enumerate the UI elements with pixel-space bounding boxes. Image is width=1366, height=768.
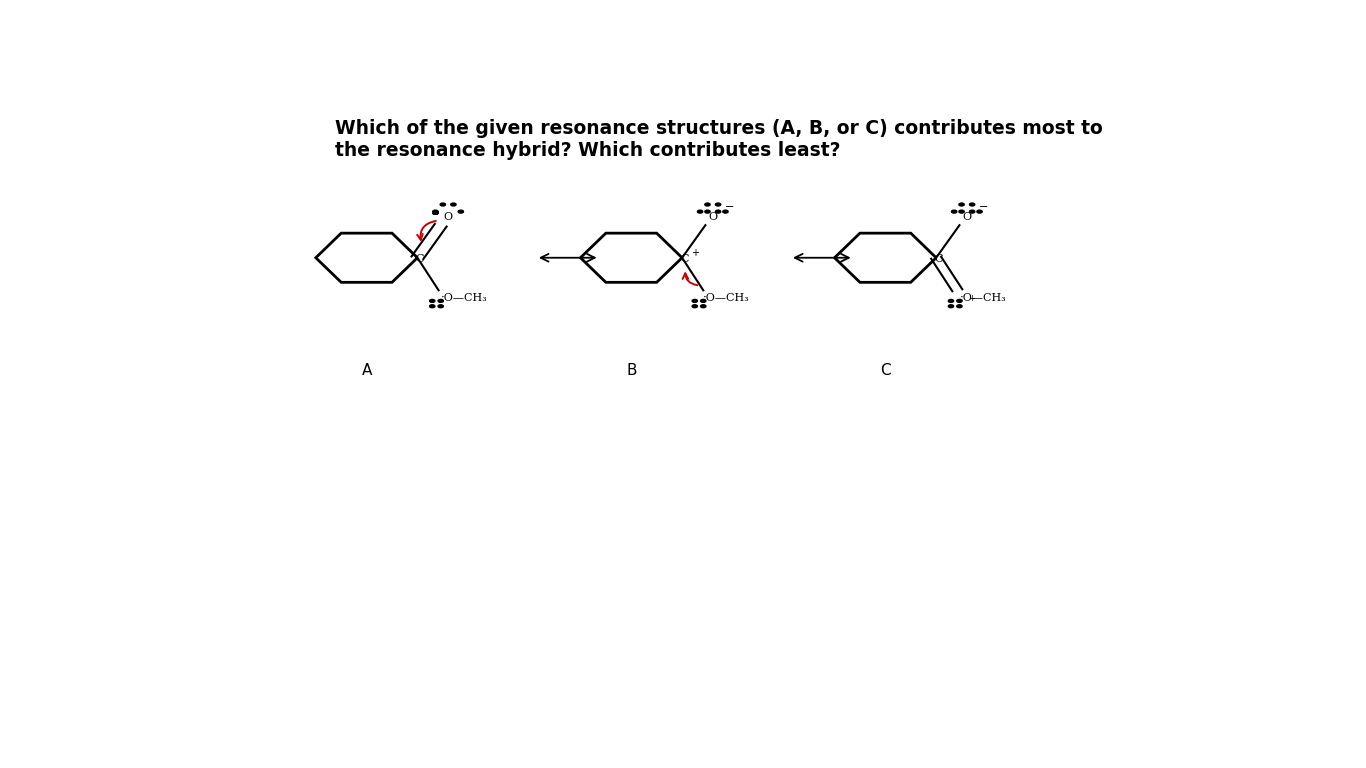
- Circle shape: [948, 300, 953, 303]
- Circle shape: [977, 210, 982, 213]
- Text: O: O: [708, 212, 717, 222]
- Circle shape: [458, 210, 463, 213]
- Circle shape: [433, 211, 438, 214]
- Text: :O—CH₃: :O—CH₃: [959, 293, 1007, 303]
- Text: A: A: [362, 362, 372, 378]
- Text: +: +: [968, 294, 975, 303]
- Text: C: C: [934, 254, 943, 264]
- Text: :O—CH₃: :O—CH₃: [441, 293, 488, 303]
- Text: C: C: [880, 362, 891, 378]
- Text: Which of the given resonance structures (A, B, or C) contributes most to
the res: Which of the given resonance structures …: [335, 119, 1102, 160]
- Circle shape: [693, 300, 698, 303]
- Text: C: C: [680, 254, 688, 264]
- Circle shape: [429, 305, 434, 308]
- Circle shape: [716, 210, 721, 213]
- Text: B: B: [626, 362, 637, 378]
- Text: O: O: [444, 212, 452, 222]
- Circle shape: [956, 305, 962, 308]
- Circle shape: [451, 203, 456, 206]
- Text: +: +: [691, 248, 699, 258]
- Circle shape: [701, 305, 706, 308]
- Circle shape: [433, 211, 438, 214]
- Circle shape: [970, 210, 975, 213]
- Circle shape: [959, 210, 964, 213]
- Text: −: −: [725, 202, 735, 212]
- Circle shape: [705, 203, 710, 206]
- Text: −: −: [979, 202, 989, 212]
- Circle shape: [959, 203, 964, 206]
- Circle shape: [438, 300, 444, 303]
- Circle shape: [440, 203, 445, 206]
- Circle shape: [701, 300, 706, 303]
- Circle shape: [956, 300, 962, 303]
- Circle shape: [433, 211, 438, 214]
- Circle shape: [705, 210, 710, 213]
- Circle shape: [952, 210, 956, 213]
- Circle shape: [698, 210, 702, 213]
- Text: :O—CH₃: :O—CH₃: [703, 293, 750, 303]
- Circle shape: [723, 210, 728, 213]
- Text: C: C: [415, 254, 423, 264]
- Circle shape: [433, 210, 438, 213]
- Text: O: O: [962, 212, 971, 222]
- Circle shape: [433, 211, 438, 214]
- Circle shape: [970, 203, 975, 206]
- Circle shape: [438, 305, 444, 308]
- Circle shape: [429, 300, 434, 303]
- Circle shape: [948, 305, 953, 308]
- Circle shape: [693, 305, 698, 308]
- Circle shape: [716, 203, 721, 206]
